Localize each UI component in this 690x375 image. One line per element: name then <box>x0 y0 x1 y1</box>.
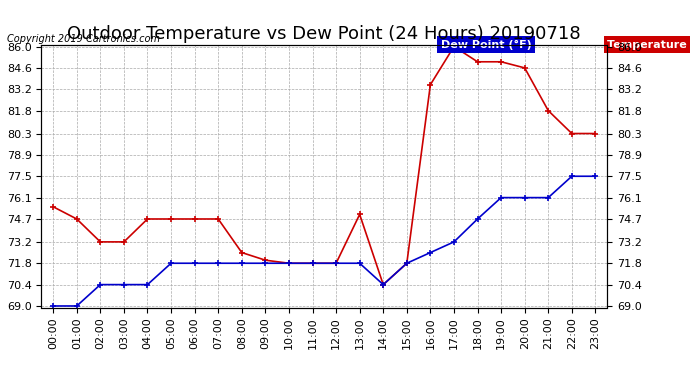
Title: Outdoor Temperature vs Dew Point (24 Hours) 20190718: Outdoor Temperature vs Dew Point (24 Hou… <box>68 26 581 44</box>
Text: Temperature (°F): Temperature (°F) <box>607 40 690 50</box>
Text: Dew Point (°F): Dew Point (°F) <box>440 40 531 50</box>
Text: Copyright 2019 Cartronics.com: Copyright 2019 Cartronics.com <box>7 34 160 44</box>
